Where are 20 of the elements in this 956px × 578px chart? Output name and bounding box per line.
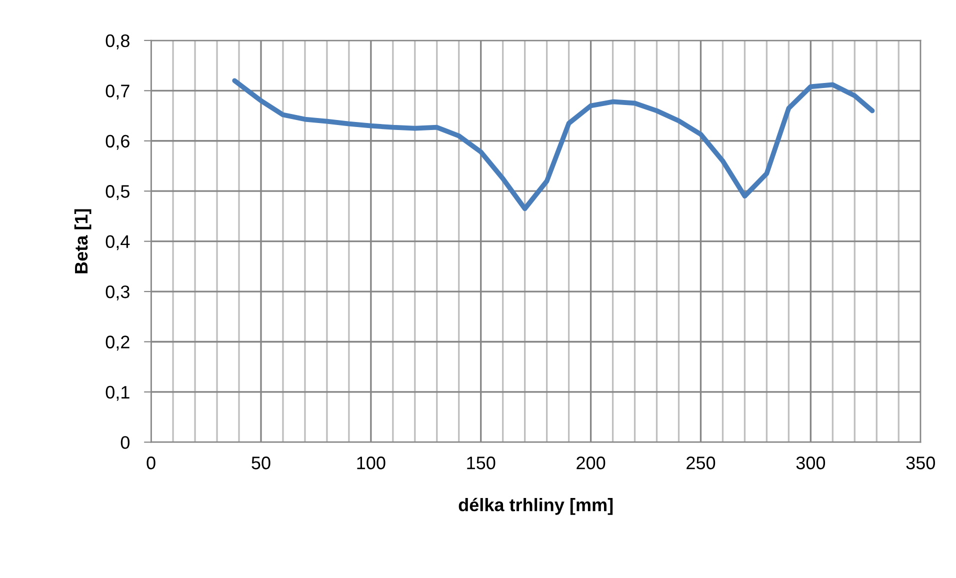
x-tick-label: 0: [146, 456, 156, 470]
y-tick-label: 0,1: [106, 386, 130, 401]
x-tick-label: 100: [357, 456, 386, 470]
x-tick-label: 150: [467, 456, 496, 470]
x-tick-label: 300: [796, 456, 826, 470]
y-tick-label: 0,7: [106, 84, 130, 100]
y-tick-label: 0,3: [106, 285, 130, 300]
y-tick-label: 0,4: [106, 235, 130, 250]
y-tick-label: 0,8: [106, 34, 130, 50]
y-axis-title: Beta [1]: [74, 209, 92, 274]
line-series: [232, 78, 875, 212]
y-tick-label: 0,6: [106, 134, 130, 150]
x-tick-label: 250: [686, 456, 716, 470]
x-tick-label: 50: [252, 456, 270, 470]
x-tick-label: 200: [576, 456, 606, 470]
y-tick-label: 0,2: [106, 336, 130, 351]
y-tick-label: 0,5: [106, 185, 130, 200]
x-tick-label: 350: [906, 456, 935, 470]
x-axis-title: délka trhliny [mm]: [458, 498, 613, 515]
y-tick-label: 0: [120, 436, 130, 449]
